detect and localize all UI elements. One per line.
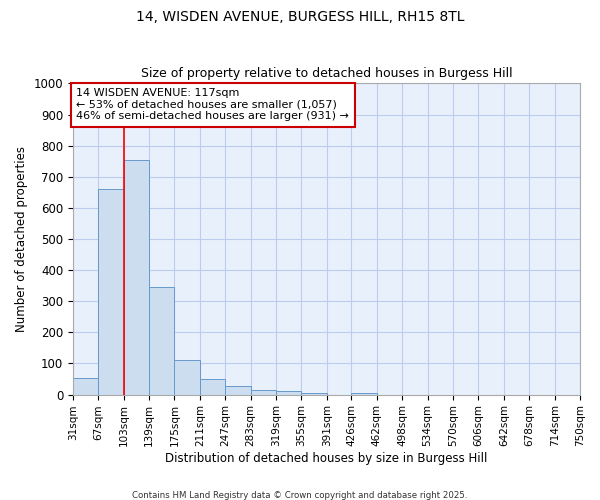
Bar [225, 386, 251, 394]
Y-axis label: Number of detached properties: Number of detached properties [15, 146, 28, 332]
Bar [98, 189, 124, 394]
X-axis label: Distribution of detached houses by size in Burgess Hill: Distribution of detached houses by size … [165, 452, 488, 465]
Bar [200, 379, 225, 394]
Bar [276, 392, 301, 394]
Text: 14, WISDEN AVENUE, BURGESS HILL, RH15 8TL: 14, WISDEN AVENUE, BURGESS HILL, RH15 8T… [136, 10, 464, 24]
Bar [175, 360, 200, 394]
Bar [301, 393, 327, 394]
Bar [352, 393, 377, 394]
Title: Size of property relative to detached houses in Burgess Hill: Size of property relative to detached ho… [140, 66, 512, 80]
Bar [251, 390, 276, 394]
Text: 14 WISDEN AVENUE: 117sqm
← 53% of detached houses are smaller (1,057)
46% of sem: 14 WISDEN AVENUE: 117sqm ← 53% of detach… [76, 88, 349, 122]
Bar [73, 378, 98, 394]
Bar [149, 287, 175, 395]
Text: Contains HM Land Registry data © Crown copyright and database right 2025.: Contains HM Land Registry data © Crown c… [132, 490, 468, 500]
Bar [124, 160, 149, 394]
